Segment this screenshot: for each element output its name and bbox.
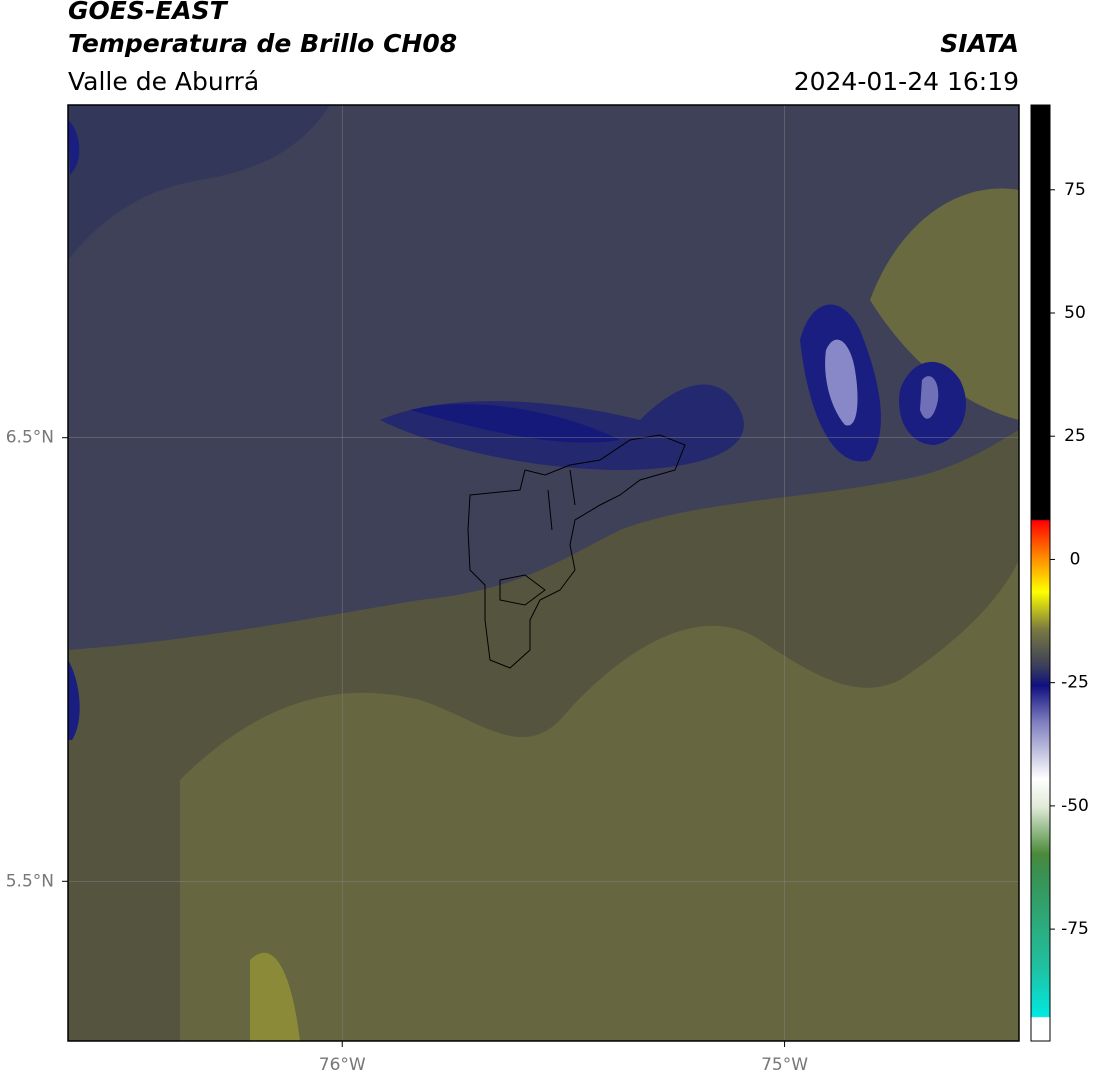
colorbar-tick-label: 50 <box>1064 303 1086 323</box>
y-tick-label: 6.5°N <box>6 428 54 448</box>
title: GOES-EAST <box>68 0 229 25</box>
map-frame <box>67 104 1020 1042</box>
colorbar-tick-label: -75 <box>1061 919 1089 939</box>
colorbar-tick-label: 75 <box>1064 180 1086 200</box>
colorbar <box>1030 104 1051 1042</box>
y-tick-label: 5.5°N <box>6 871 54 891</box>
colorbar-tick-label: -50 <box>1061 796 1089 816</box>
colorbar-tick-label: 0 <box>1070 549 1081 569</box>
source: SIATA <box>940 29 1019 58</box>
colorbar-tick-label: 25 <box>1064 426 1086 446</box>
x-tick-label: 75°W <box>761 1055 808 1075</box>
graticule <box>68 105 1019 1041</box>
datetime: 2024-01-24 16:19 <box>794 67 1019 96</box>
colorbar-tick-label: -25 <box>1061 673 1089 693</box>
map-image <box>68 105 1019 1041</box>
x-tick-label: 76°W <box>319 1055 366 1075</box>
region: Valle de Aburrá <box>68 67 259 96</box>
region-outline <box>467 434 686 669</box>
subtitle: Temperatura de Brillo CH08 <box>68 29 457 58</box>
